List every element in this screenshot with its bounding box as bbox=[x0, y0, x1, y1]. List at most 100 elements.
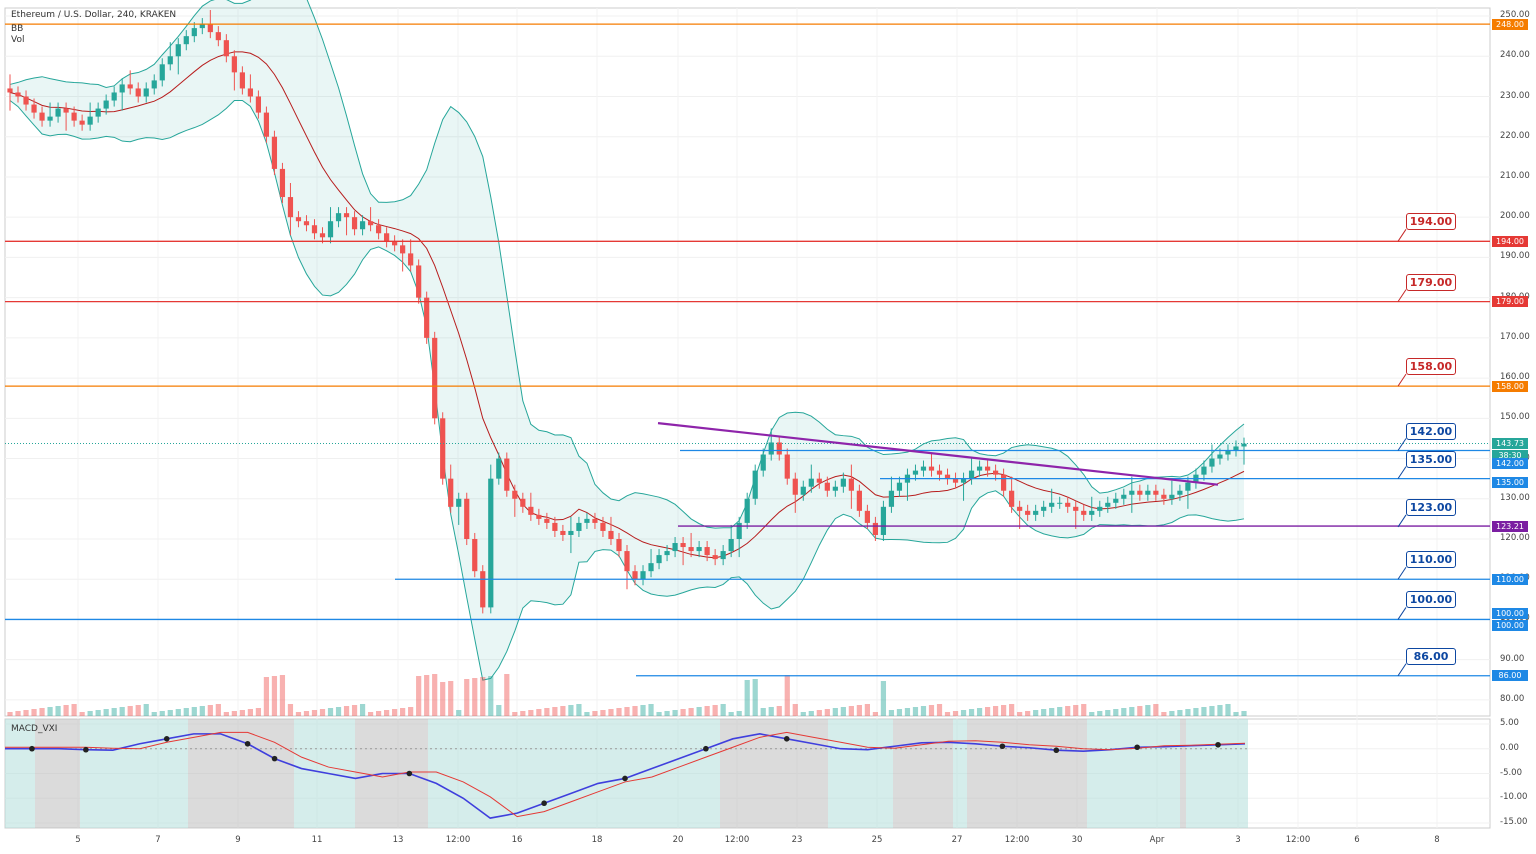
volume-bar bbox=[992, 706, 999, 716]
level-callout: 123.00 bbox=[1406, 498, 1456, 516]
candle-body bbox=[672, 543, 678, 552]
volume-bar bbox=[287, 704, 294, 716]
volume-bar bbox=[680, 709, 686, 716]
candle-body bbox=[223, 40, 229, 57]
candle-body bbox=[968, 470, 975, 479]
volume-bar bbox=[776, 706, 782, 716]
time-tick-label: 12:00 bbox=[724, 835, 750, 845]
volume-bar bbox=[135, 705, 141, 716]
macd-cross-dot bbox=[622, 775, 628, 782]
candle-body bbox=[656, 555, 662, 564]
candle-body bbox=[279, 168, 286, 198]
candle-body bbox=[480, 571, 486, 608]
volume-bar bbox=[400, 708, 406, 716]
volume-bar bbox=[1057, 707, 1063, 716]
candle-body bbox=[1041, 506, 1047, 511]
volume-bar bbox=[335, 707, 342, 716]
candle-body bbox=[448, 478, 454, 507]
candle-body bbox=[592, 518, 598, 523]
candle-body bbox=[536, 514, 542, 519]
volume-bar bbox=[255, 708, 262, 716]
macd-cross-dot bbox=[163, 736, 170, 742]
volume-bar bbox=[1161, 712, 1167, 716]
candle-body bbox=[23, 96, 29, 105]
price-tick-label: 230.00 bbox=[1500, 90, 1530, 101]
volume-bar bbox=[175, 709, 181, 716]
volume-bar bbox=[1241, 711, 1247, 716]
volume-bar bbox=[55, 706, 61, 716]
candle-body bbox=[327, 221, 334, 238]
time-tick-label: 6 bbox=[1354, 835, 1360, 845]
candle-body bbox=[408, 253, 414, 266]
candle-body bbox=[15, 92, 21, 97]
volume-bar bbox=[1145, 705, 1151, 716]
volume-bar bbox=[480, 677, 486, 716]
candle-body bbox=[456, 498, 462, 507]
volume-bar bbox=[23, 710, 29, 716]
price-axis-tag: 248.00 bbox=[1492, 18, 1528, 30]
candle-body bbox=[1129, 490, 1135, 495]
volume-bar bbox=[31, 709, 37, 716]
callout-leader bbox=[1397, 607, 1407, 620]
candle-body bbox=[832, 486, 838, 491]
candle-body bbox=[512, 490, 518, 499]
candle-body bbox=[992, 470, 999, 475]
price-axis-tag: 158.00 bbox=[1492, 380, 1528, 392]
candle-body bbox=[416, 265, 422, 298]
time-tick-label: 20 bbox=[672, 835, 684, 845]
macd-regime-shade bbox=[5, 719, 35, 828]
candle-body bbox=[944, 474, 951, 479]
candle-body bbox=[544, 518, 550, 523]
level-callout: 110.00 bbox=[1406, 551, 1456, 569]
volume-bar bbox=[528, 710, 534, 716]
volume-bar bbox=[560, 706, 566, 716]
price-tick-label: 220.00 bbox=[1500, 130, 1530, 141]
price-axis-tag: 100.00 bbox=[1492, 607, 1528, 619]
volume-bar bbox=[1209, 706, 1215, 716]
level-callout: 158.00 bbox=[1406, 358, 1456, 376]
price-axis-tag: 86.00 bbox=[1492, 670, 1528, 682]
candle-body bbox=[159, 64, 165, 81]
volume-bar bbox=[536, 709, 542, 716]
volume-bar bbox=[71, 704, 77, 716]
candle-body bbox=[1001, 474, 1007, 491]
candle-body bbox=[1225, 450, 1231, 455]
volume-bar bbox=[1153, 704, 1159, 716]
time-tick-label: 18 bbox=[591, 835, 603, 845]
bollinger-band-fill bbox=[10, 0, 1244, 681]
volume-bar bbox=[984, 707, 991, 716]
volume-bar bbox=[448, 681, 454, 716]
candle-body bbox=[31, 104, 37, 113]
candle-body bbox=[568, 530, 574, 535]
macd-cross-dot bbox=[406, 770, 413, 777]
volume-bar bbox=[247, 709, 253, 716]
volume-bar bbox=[39, 708, 45, 716]
candle-body bbox=[343, 213, 350, 218]
indicator-bb-label: BB bbox=[11, 24, 24, 34]
candle-body bbox=[319, 233, 326, 238]
volume-bar bbox=[1233, 712, 1239, 716]
volume-bar bbox=[343, 706, 350, 716]
candle-body bbox=[79, 120, 85, 125]
candle-body bbox=[255, 96, 262, 113]
candle-body bbox=[664, 551, 670, 556]
volume-bar bbox=[928, 705, 935, 716]
macd-label: MACD_VXI bbox=[11, 724, 58, 734]
candle-body bbox=[720, 551, 726, 560]
candle-body bbox=[1209, 458, 1215, 467]
candle-body bbox=[608, 530, 614, 539]
macd-regime-shade bbox=[188, 719, 294, 828]
price-tick-label: 80.00 bbox=[1500, 693, 1525, 704]
indicator-vol-label: Vol bbox=[11, 35, 25, 45]
macd-cross-dot bbox=[83, 746, 89, 753]
volume-bar bbox=[151, 712, 157, 716]
price-axis-tag: 135.00 bbox=[1492, 477, 1528, 489]
price-tick-label: 120.00 bbox=[1500, 533, 1530, 543]
candle-body bbox=[111, 92, 117, 101]
time-tick-label: Apr bbox=[1149, 835, 1165, 845]
candle-body bbox=[1169, 494, 1175, 499]
volume-bar bbox=[111, 708, 117, 716]
candle-body bbox=[640, 571, 646, 580]
volume-bar bbox=[1105, 710, 1111, 716]
